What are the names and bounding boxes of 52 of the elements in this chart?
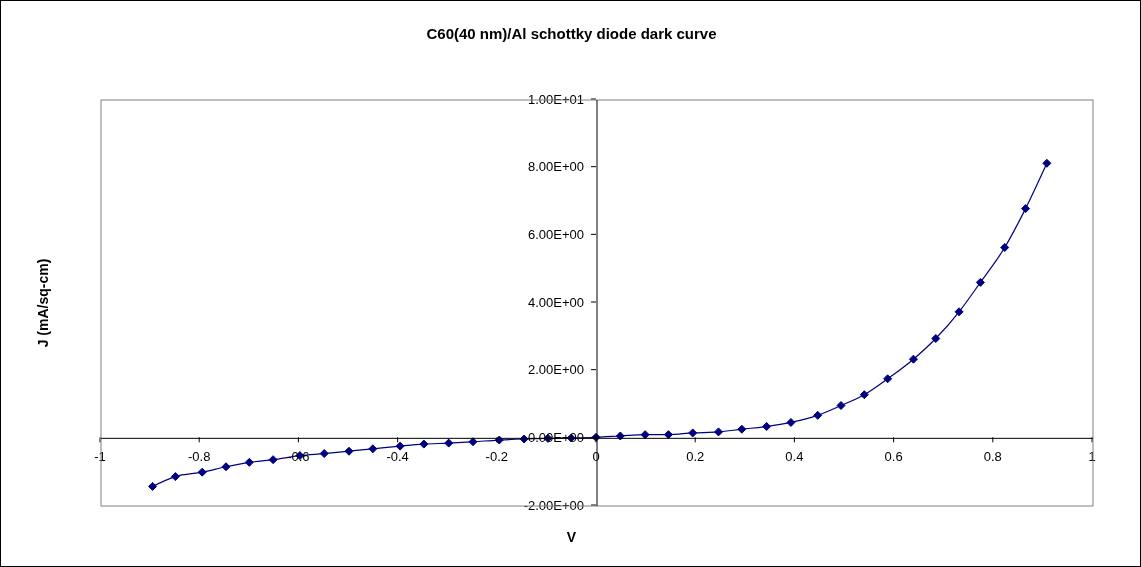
point xyxy=(268,455,278,465)
point xyxy=(954,307,964,317)
point xyxy=(444,438,454,448)
x-tick-label: -1 xyxy=(94,448,106,464)
point xyxy=(859,390,869,400)
point xyxy=(836,401,846,411)
point xyxy=(221,462,231,472)
point xyxy=(244,457,254,467)
point xyxy=(975,277,985,287)
point xyxy=(786,417,796,427)
point xyxy=(468,437,478,447)
x-tick-label: 0 xyxy=(592,448,600,464)
x-axis-title: V xyxy=(565,529,578,545)
point xyxy=(395,441,405,451)
point xyxy=(883,374,893,384)
x-tick-label: -0.2 xyxy=(485,448,508,464)
point xyxy=(1000,243,1010,253)
point xyxy=(344,446,354,456)
y-tick-label: 6.00E+00 xyxy=(527,226,584,242)
x-tick-label: 1 xyxy=(1088,448,1096,464)
y-tick-label: 2.00E+00 xyxy=(527,362,584,378)
y-tick-label: 1.00E+01 xyxy=(527,91,584,107)
point xyxy=(1021,204,1031,214)
point xyxy=(762,422,772,432)
point xyxy=(908,354,918,364)
point xyxy=(148,481,158,491)
point xyxy=(737,424,747,434)
point xyxy=(419,439,429,449)
point xyxy=(615,431,625,441)
point xyxy=(688,428,698,438)
point xyxy=(494,435,504,445)
x-tick-label: -0.4 xyxy=(386,448,409,464)
y-axis-title: J (mA/sq-cm) xyxy=(35,258,51,348)
y-tick-label: 8.00E+00 xyxy=(527,159,584,175)
x-tick-label: 0.4 xyxy=(785,448,804,464)
point xyxy=(170,472,180,482)
point xyxy=(368,444,378,454)
point xyxy=(1042,158,1052,168)
x-tick-label: -0.8 xyxy=(188,448,211,464)
point xyxy=(640,430,650,440)
y-tick-label: 4.00E+00 xyxy=(527,294,584,310)
point xyxy=(197,467,207,477)
point xyxy=(663,430,673,440)
point xyxy=(813,410,823,420)
y-tick-label: -2.00E+00 xyxy=(523,497,584,513)
x-tick-label: 0.6 xyxy=(884,448,903,464)
point xyxy=(931,334,941,344)
x-tick-label: 0.2 xyxy=(686,448,705,464)
x-tick-label: 0.8 xyxy=(983,448,1002,464)
point xyxy=(714,427,724,437)
chart-title: C60(40 nm)/Al schottky diode dark curve xyxy=(425,25,718,42)
point xyxy=(319,449,329,459)
